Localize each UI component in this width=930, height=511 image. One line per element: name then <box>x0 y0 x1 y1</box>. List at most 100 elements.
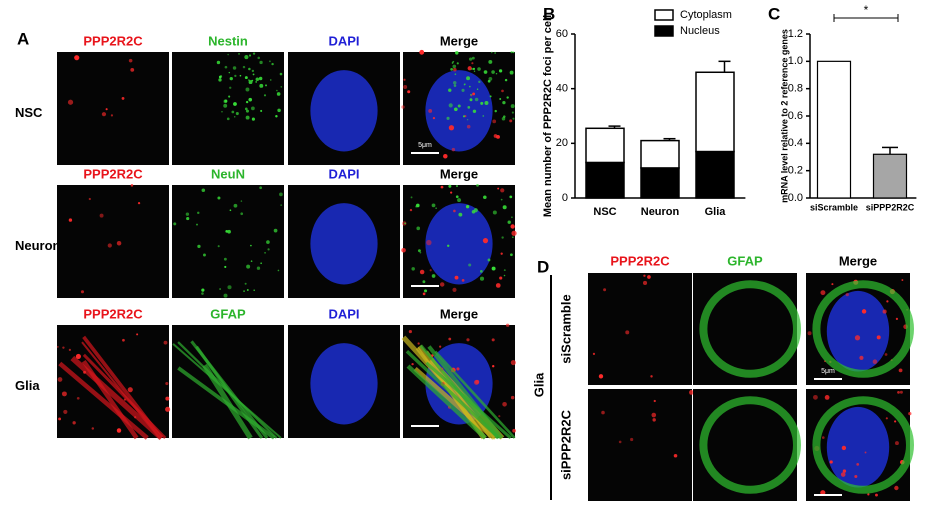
spot <box>419 251 422 254</box>
spot <box>251 69 255 73</box>
spot <box>647 275 651 279</box>
spot <box>473 70 476 72</box>
spot <box>123 398 127 401</box>
y-tick-label: 40 <box>556 83 568 95</box>
spot <box>197 211 200 215</box>
spot <box>404 222 407 225</box>
spot <box>447 244 450 247</box>
spot <box>452 80 457 85</box>
x-tick-label: siScramble <box>810 202 858 212</box>
micrograph <box>172 185 284 298</box>
spot <box>244 282 247 285</box>
spot <box>401 247 406 253</box>
fibre <box>58 361 149 440</box>
spot <box>264 252 266 254</box>
spot <box>439 282 445 287</box>
spot <box>474 97 479 102</box>
spot <box>446 116 450 120</box>
channel-label: PPP2R2C <box>610 253 670 268</box>
spot <box>248 79 250 81</box>
spot <box>248 67 251 71</box>
spot <box>510 395 515 400</box>
spot <box>456 185 458 187</box>
spot <box>899 390 903 394</box>
row-label: siPPP2R2C <box>558 409 573 480</box>
nucleus <box>425 70 493 152</box>
spot <box>268 60 271 63</box>
spot <box>625 330 630 335</box>
y-tick-label: 0 <box>562 192 568 204</box>
spot <box>219 288 222 290</box>
spot <box>488 59 493 64</box>
channel-label: GFAP <box>727 253 763 268</box>
spot <box>453 107 458 112</box>
spot <box>448 337 452 341</box>
micrograph <box>588 389 692 501</box>
spot <box>435 207 437 209</box>
spot <box>875 493 878 497</box>
spot <box>223 293 228 298</box>
spot <box>259 60 263 65</box>
spot <box>232 66 237 70</box>
spot <box>457 104 461 108</box>
spot <box>509 195 513 199</box>
spot <box>80 290 85 294</box>
spot <box>491 266 496 271</box>
spot <box>512 117 515 120</box>
spot <box>511 230 517 236</box>
spot <box>101 112 107 117</box>
spot <box>495 72 498 75</box>
spot <box>500 252 503 255</box>
spot <box>248 97 253 102</box>
spot <box>280 86 283 88</box>
spot <box>246 264 251 269</box>
row-label: Glia <box>15 378 40 393</box>
channel-label: PPP2R2C <box>83 33 143 48</box>
spot <box>243 290 245 292</box>
spot <box>882 309 887 314</box>
spot <box>471 62 474 65</box>
spot <box>498 415 501 418</box>
y-tick-label: 0.8 <box>788 83 803 95</box>
spot <box>840 472 846 477</box>
spot <box>186 216 190 221</box>
spot <box>494 109 497 113</box>
y-tick-label: 0.0 <box>788 192 803 204</box>
spot <box>859 355 864 360</box>
channel-label: GFAP <box>210 306 246 321</box>
spot <box>231 110 235 114</box>
nucleus <box>310 70 378 152</box>
spot <box>116 240 122 246</box>
y-tick-label: 60 <box>556 28 568 40</box>
spot <box>276 92 281 96</box>
spot <box>488 76 493 81</box>
spot <box>248 54 252 57</box>
spot <box>68 348 71 352</box>
filament <box>699 396 802 494</box>
spot <box>463 83 466 86</box>
spot <box>72 421 76 425</box>
spot <box>482 237 489 244</box>
spot <box>432 117 436 120</box>
spot <box>253 289 255 292</box>
spot <box>484 101 489 105</box>
y-axis-label: mRNA level relative to 2 reference genes <box>779 29 789 203</box>
spot <box>234 116 236 118</box>
spot <box>831 283 834 286</box>
spot <box>416 226 421 231</box>
spot <box>279 72 283 76</box>
spot <box>266 240 270 244</box>
spot <box>185 212 190 216</box>
spot <box>496 134 500 139</box>
spot <box>483 195 487 200</box>
panel-label: D <box>537 257 549 276</box>
spot <box>500 188 505 193</box>
bar <box>872 153 908 199</box>
spot <box>643 274 646 277</box>
spot <box>897 390 900 394</box>
spot <box>472 67 476 71</box>
spot <box>501 89 504 93</box>
fibre <box>70 355 164 441</box>
channel-label: PPP2R2C <box>83 166 143 181</box>
spot <box>235 112 239 116</box>
